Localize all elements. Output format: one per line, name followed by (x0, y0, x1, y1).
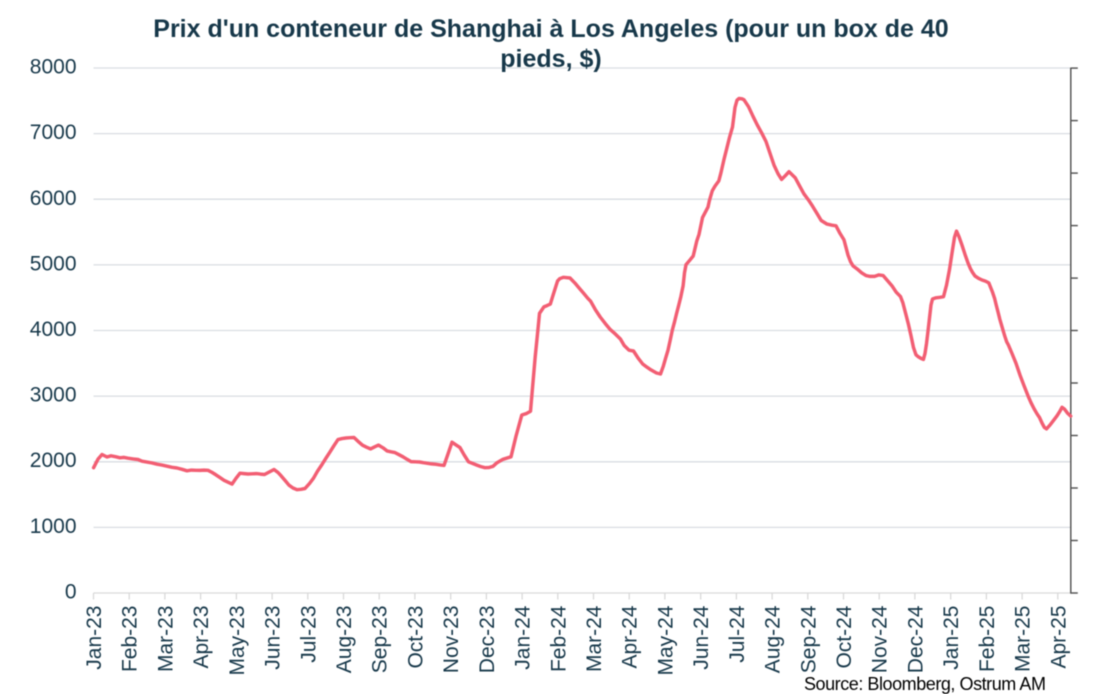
svg-text:7000: 7000 (30, 121, 77, 144)
svg-text:Mar-23: Mar-23 (154, 606, 177, 673)
svg-text:1000: 1000 (30, 515, 77, 538)
svg-text:Mar-24: Mar-24 (583, 605, 606, 672)
svg-text:Dec-23: Dec-23 (476, 606, 499, 674)
svg-text:Jul-23: Jul-23 (297, 606, 320, 663)
svg-text:Prix d'un conteneur de Shangha: Prix d'un conteneur de Shanghai à Los An… (153, 15, 948, 43)
svg-text:Jun-23: Jun-23 (262, 606, 285, 670)
svg-text:Feb-25: Feb-25 (976, 606, 999, 673)
svg-text:Mar-25: Mar-25 (1012, 606, 1035, 673)
svg-text:pieds, $): pieds, $) (500, 45, 601, 73)
svg-text:Jul-24: Jul-24 (726, 605, 749, 663)
svg-text:Apr-23: Apr-23 (190, 606, 213, 669)
svg-text:0: 0 (65, 581, 77, 604)
svg-text:2000: 2000 (30, 449, 77, 472)
svg-text:Feb-24: Feb-24 (547, 605, 570, 672)
svg-text:Sep-24: Sep-24 (797, 605, 820, 673)
svg-text:Oct-23: Oct-23 (404, 606, 427, 669)
svg-text:Oct-24: Oct-24 (833, 605, 856, 668)
svg-text:8000: 8000 (30, 56, 77, 79)
svg-text:Nov-23: Nov-23 (440, 606, 463, 674)
svg-text:Dec-24: Dec-24 (904, 605, 927, 673)
svg-text:6000: 6000 (30, 187, 77, 210)
svg-text:Source: Bloomberg, Ostrum AM: Source: Bloomberg, Ostrum AM (804, 674, 1046, 694)
svg-text:5000: 5000 (30, 252, 77, 275)
svg-text:Jan-24: Jan-24 (512, 605, 535, 670)
svg-text:Jun-24: Jun-24 (690, 605, 713, 670)
svg-text:May-24: May-24 (654, 605, 677, 675)
svg-text:Sep-23: Sep-23 (369, 606, 392, 674)
svg-text:Feb-23: Feb-23 (119, 606, 142, 673)
svg-text:Aug-23: Aug-23 (333, 606, 356, 674)
svg-text:Jan-23: Jan-23 (83, 606, 106, 670)
svg-text:4000: 4000 (30, 318, 77, 341)
svg-text:Aug-24: Aug-24 (762, 605, 785, 673)
svg-text:Nov-24: Nov-24 (869, 605, 892, 673)
svg-text:Jan-25: Jan-25 (940, 606, 963, 670)
svg-text:May-23: May-23 (226, 606, 249, 676)
svg-text:3000: 3000 (30, 384, 77, 407)
svg-text:Apr-24: Apr-24 (619, 605, 642, 668)
svg-text:Apr-25: Apr-25 (1047, 606, 1070, 669)
